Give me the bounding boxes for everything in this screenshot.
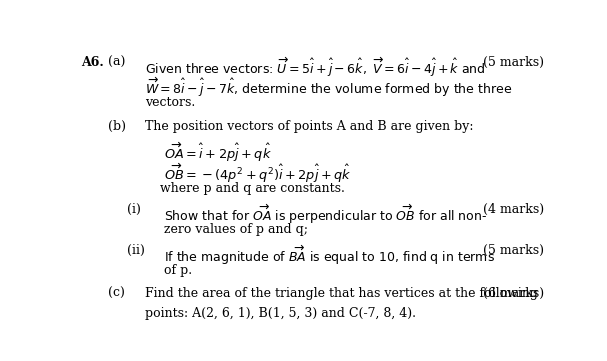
Text: (6 marks): (6 marks)	[483, 287, 544, 300]
Text: A6.: A6.	[81, 56, 104, 69]
Text: (i): (i)	[127, 203, 141, 216]
Text: (5 marks): (5 marks)	[483, 56, 544, 69]
Text: (b): (b)	[108, 120, 126, 133]
Text: $\overrightarrow{OA} = \hat{i} + 2p\hat{j} + q\hat{k}$: $\overrightarrow{OA} = \hat{i} + 2p\hat{…	[164, 141, 272, 164]
Text: vectors.: vectors.	[146, 96, 195, 109]
Text: The position vectors of points A and B are given by:: The position vectors of points A and B a…	[146, 120, 474, 133]
Text: (4 marks): (4 marks)	[483, 203, 544, 216]
Text: Given three vectors: $\overrightarrow{U} = 5\hat{i} + \hat{j} - 6\hat{k},\ \over: Given three vectors: $\overrightarrow{U}…	[146, 56, 486, 79]
Text: (ii): (ii)	[127, 244, 144, 257]
Text: (a): (a)	[108, 56, 125, 69]
Text: Show that for $\overrightarrow{OA}$ is perpendicular to $\overrightarrow{OB}$ fo: Show that for $\overrightarrow{OA}$ is p…	[164, 203, 487, 226]
Text: Find the area of the triangle that has vertices at the following: Find the area of the triangle that has v…	[146, 287, 538, 300]
Text: $\overrightarrow{W} = 8\hat{i} - \hat{j} - 7\hat{k}$, determine the volume forme: $\overrightarrow{W} = 8\hat{i} - \hat{j}…	[146, 76, 513, 99]
Text: If the magnitude of $\overrightarrow{BA}$ is equal to 10, find q in terms: If the magnitude of $\overrightarrow{BA}…	[164, 244, 495, 267]
Text: (c): (c)	[108, 287, 125, 300]
Text: points: A(2, 6, 1), B(1, 5, 3) and C(-7, 8, 4).: points: A(2, 6, 1), B(1, 5, 3) and C(-7,…	[146, 308, 416, 321]
Text: (5 marks): (5 marks)	[483, 244, 544, 257]
Text: zero values of p and q;: zero values of p and q;	[164, 223, 308, 236]
Text: $\overrightarrow{OB} = -(4p^2 + q^2)\hat{i} + 2p\hat{j} + q\hat{k}$: $\overrightarrow{OB} = -(4p^2 + q^2)\hat…	[164, 161, 352, 184]
Text: where p and q are constants.: where p and q are constants.	[160, 182, 345, 195]
Text: of p.: of p.	[164, 264, 192, 277]
